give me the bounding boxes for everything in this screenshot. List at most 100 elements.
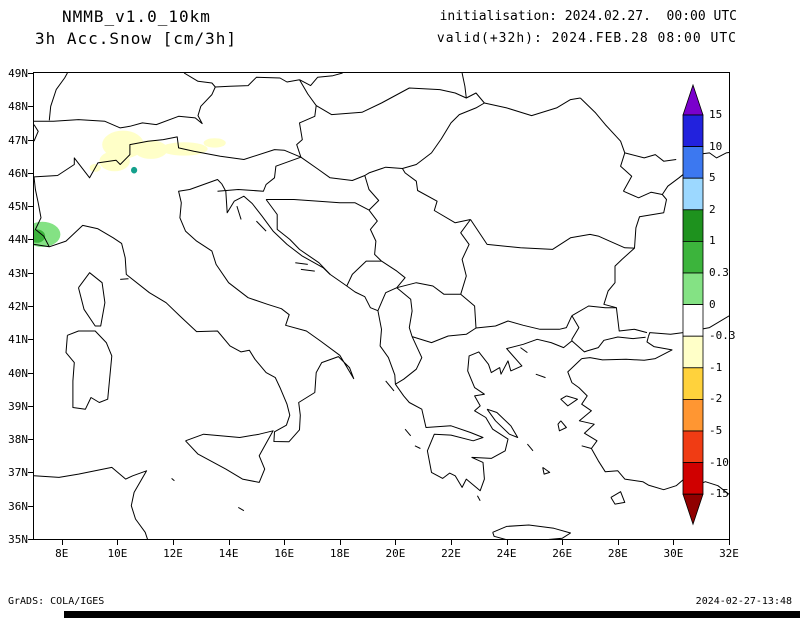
creation-timestamp: 2024-02-27-13:48 xyxy=(695,596,792,607)
grads-credit: GrADS: COLA/IGES xyxy=(8,596,105,607)
colorbar-segment xyxy=(682,240,704,274)
lat-tick-label: 39N xyxy=(8,399,28,413)
lon-tick-label: 32E xyxy=(719,547,739,560)
lon-tick-label: 18E xyxy=(329,547,350,560)
lat-tick xyxy=(28,339,33,341)
lat-tick xyxy=(28,306,33,307)
colorbar-label: 10 xyxy=(709,139,723,153)
lon-tick xyxy=(173,540,174,545)
coastline xyxy=(581,445,592,449)
init-time-label: initialisation: 2024.02.27. 00:00 UTC xyxy=(439,9,737,24)
country-border xyxy=(368,209,382,262)
lon-tick xyxy=(284,540,286,545)
country-border xyxy=(34,76,300,129)
coastline xyxy=(647,315,729,337)
coastline xyxy=(256,220,267,232)
coastline xyxy=(221,183,646,492)
colorbar-label: -5 xyxy=(709,424,723,437)
country-border xyxy=(315,87,485,116)
lon-tick-label: 20E xyxy=(385,547,406,560)
country-border xyxy=(300,102,485,181)
country-border xyxy=(579,97,633,192)
coastline xyxy=(120,278,129,280)
country-border xyxy=(571,305,617,317)
coastline xyxy=(527,443,534,452)
field-title: 3h Acc.Snow [cm/3h] xyxy=(35,29,238,48)
coastline xyxy=(610,491,626,505)
coastline xyxy=(520,347,528,354)
coastline xyxy=(236,205,242,220)
lat-tick xyxy=(28,405,33,407)
country-border xyxy=(396,282,461,295)
coastline xyxy=(542,466,551,475)
lat-tick-label: 45N xyxy=(8,200,28,214)
snow-shading-region xyxy=(203,138,226,148)
lon-tick-label: 10E xyxy=(107,547,128,560)
lon-tick-label: 26E xyxy=(552,547,573,560)
coastline xyxy=(492,524,571,539)
coastline xyxy=(34,179,355,443)
country-border xyxy=(296,79,317,158)
lon-tick-label: 24E xyxy=(496,547,517,560)
lat-tick-label: 43N xyxy=(8,266,28,280)
country-border xyxy=(475,315,573,330)
lat-tick-label: 38N xyxy=(8,433,28,447)
snow-shading-region xyxy=(131,166,138,174)
lon-tick xyxy=(228,540,230,545)
lat-tick xyxy=(28,539,33,540)
colorbar-svg xyxy=(682,84,704,526)
colorbar-segment xyxy=(682,272,704,306)
country-border xyxy=(34,124,39,142)
lat-tick xyxy=(28,172,33,174)
country-border xyxy=(265,199,331,275)
colorbar-label: 2 xyxy=(709,202,716,216)
colorbar-segment xyxy=(682,462,704,495)
country-border xyxy=(364,175,380,211)
country-border xyxy=(266,199,370,211)
lon-tick-label: 30E xyxy=(663,547,684,560)
lon-tick xyxy=(617,540,619,545)
lat-tick-label: 49N xyxy=(8,67,28,80)
colorbar-label: -15 xyxy=(709,487,729,501)
coastline xyxy=(171,478,175,482)
colorbar-segment xyxy=(682,367,704,400)
colorbar-segment xyxy=(682,209,704,242)
lat-tick-label: 36N xyxy=(8,499,28,513)
colorbar-arrow-up xyxy=(682,84,704,116)
lat-tick-label: 35N xyxy=(8,533,28,546)
country-border xyxy=(470,219,635,250)
coastline xyxy=(238,506,245,512)
lat-tick-label: 41N xyxy=(8,333,28,347)
lat-tick xyxy=(28,239,33,241)
lon-tick xyxy=(339,540,341,545)
colorbar-segment xyxy=(682,335,704,369)
lat-tick xyxy=(28,272,33,274)
country-border xyxy=(623,190,663,199)
country-border xyxy=(299,73,343,87)
colorbar-arrow-down xyxy=(682,493,704,526)
colorbar-label: -2 xyxy=(709,392,723,406)
lon-tick-label: 8E xyxy=(55,547,69,560)
country-border xyxy=(34,176,50,248)
lon-tick xyxy=(506,540,508,545)
colorbar-label: 0 xyxy=(709,297,716,311)
country-border xyxy=(460,219,471,295)
lon-tick-label: 28E xyxy=(607,547,628,560)
bottom-bar xyxy=(64,611,800,618)
lon-tick xyxy=(61,540,63,545)
coastline xyxy=(65,330,113,410)
valid-time-label: valid(+32h): 2024.FEB.28 08:00 UTC xyxy=(436,31,737,46)
colorbar-label: 1 xyxy=(709,234,716,248)
coastline xyxy=(486,408,519,438)
lon-tick xyxy=(562,540,564,545)
lat-tick xyxy=(28,472,33,474)
lat-tick xyxy=(28,73,33,74)
country-border xyxy=(346,260,382,287)
model-title: NMMB_v1.0_10km xyxy=(62,7,211,26)
map-frame xyxy=(33,72,730,540)
country-border xyxy=(396,287,413,337)
lat-tick xyxy=(28,106,33,108)
country-border xyxy=(624,152,677,162)
lon-tick-label: 14E xyxy=(218,547,239,560)
